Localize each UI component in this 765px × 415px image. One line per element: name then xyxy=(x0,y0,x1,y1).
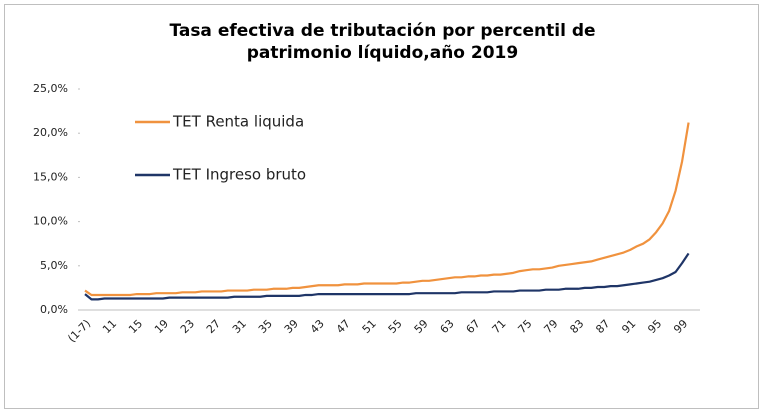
x-tick-label: 19 xyxy=(152,317,171,336)
x-tick-label: 83 xyxy=(567,317,586,336)
x-tick-label: 67 xyxy=(464,317,483,336)
y-tick-label: 15,0% xyxy=(33,170,68,183)
x-tick-label: 59 xyxy=(412,317,431,336)
x-tick-label: (1-7) xyxy=(65,317,93,345)
x-tick-label: 31 xyxy=(230,317,249,336)
x-tick-label: 23 xyxy=(178,317,197,336)
x-tick-label: 15 xyxy=(126,317,145,336)
x-tick-label: 51 xyxy=(360,317,379,336)
legend-label: TET Ingreso bruto xyxy=(172,166,306,184)
x-tick-label: 87 xyxy=(593,317,612,336)
x-tick-label: 47 xyxy=(334,317,353,336)
x-tick-label: 55 xyxy=(386,317,405,336)
x-tick-label: 91 xyxy=(619,317,638,336)
x-tick-label: 99 xyxy=(671,317,690,336)
legend-label: TET Renta liquida xyxy=(172,113,304,131)
x-tick-label: 95 xyxy=(645,317,664,336)
y-tick-label: 10,0% xyxy=(33,215,68,228)
series-line xyxy=(84,252,690,301)
x-tick-label: 75 xyxy=(515,317,534,336)
series-line xyxy=(84,122,690,297)
x-tick-label: 43 xyxy=(308,317,327,336)
x-tick-label: 79 xyxy=(541,317,560,336)
y-tick-label: 25,0% xyxy=(33,82,68,95)
y-tick-label: 20,0% xyxy=(33,126,68,139)
y-tick-label: 5,0% xyxy=(40,259,68,272)
x-tick-label: 35 xyxy=(256,317,275,336)
x-tick-label: 11 xyxy=(100,317,119,336)
x-tick-label: 63 xyxy=(438,317,457,336)
y-tick-label: 0,0% xyxy=(40,303,68,316)
x-tick-label: 71 xyxy=(490,317,509,336)
x-tick-label: 27 xyxy=(204,317,223,336)
chart-title: Tasa efectiva de tributación por percent… xyxy=(169,21,596,63)
chart-frame xyxy=(4,4,759,409)
x-tick-label: 39 xyxy=(282,317,301,336)
